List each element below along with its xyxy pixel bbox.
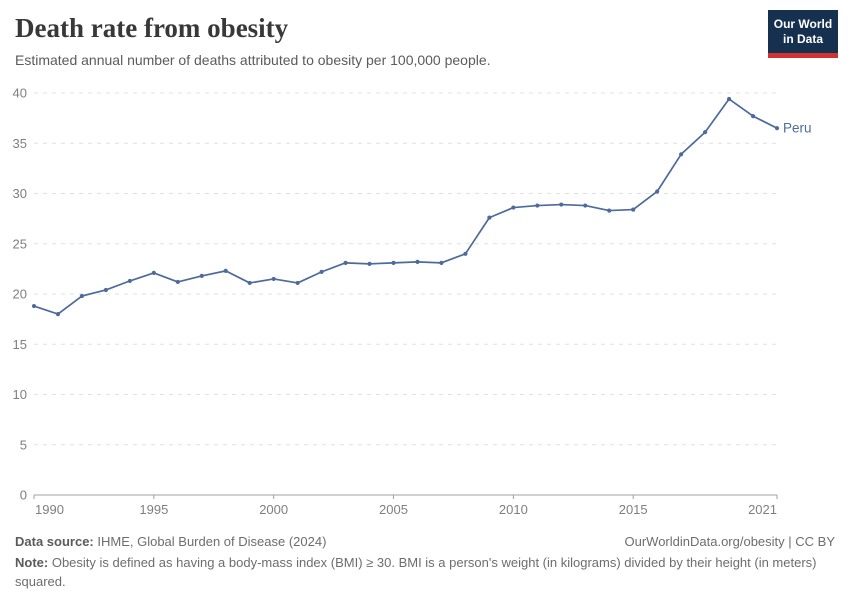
data-point-marker <box>535 203 540 208</box>
y-tick-label: 5 <box>20 437 27 452</box>
chart-title: Death rate from obesity <box>15 13 289 43</box>
data-point-marker <box>55 312 61 317</box>
data-point-marker <box>607 208 612 213</box>
data-point-marker <box>127 278 132 284</box>
y-tick-label: 15 <box>13 337 27 352</box>
data-point-marker <box>655 189 660 194</box>
data-point-marker <box>726 96 732 102</box>
y-tick-label: 25 <box>13 236 27 251</box>
series-end-label: Peru <box>783 121 812 136</box>
owid-logo[interactable]: Our World in Data <box>768 10 838 58</box>
note-label: Note: <box>15 554 49 570</box>
owid-logo-line2: in Data <box>782 32 823 46</box>
data-point-marker <box>511 205 516 210</box>
data-point-marker <box>103 287 109 293</box>
y-tick-label: 10 <box>13 387 27 402</box>
data-point-marker <box>439 260 444 265</box>
data-point-marker <box>631 207 636 212</box>
y-tick-label: 0 <box>20 488 27 503</box>
data-point-marker <box>750 114 756 119</box>
data-point-marker <box>774 126 780 131</box>
y-tick-label: 40 <box>13 86 27 101</box>
data-point-marker <box>463 251 468 256</box>
x-tick-label: 2015 <box>619 502 648 517</box>
data-point-marker <box>415 259 420 264</box>
y-tick-label: 35 <box>13 136 27 151</box>
x-tick-label: 2000 <box>259 502 288 517</box>
note-text: Obesity is defined as having a body-mass… <box>15 554 817 589</box>
data-point-marker <box>199 273 204 279</box>
data-point-marker <box>343 260 348 265</box>
chart-note: Note: Obesity is defined as having a bod… <box>15 554 835 592</box>
x-tick-label: 2010 <box>499 502 528 517</box>
data-point-marker <box>679 152 684 157</box>
data-point-marker <box>271 276 276 282</box>
data-source-label: Data source: <box>15 534 94 549</box>
data-point-marker <box>247 280 252 286</box>
series-line <box>33 98 778 315</box>
data-point-marker <box>79 293 85 299</box>
data-point-marker <box>31 303 37 309</box>
chart-footer: Data source: IHME, Global Burden of Dise… <box>15 533 835 592</box>
x-tick-label: 2005 <box>379 502 408 517</box>
license-link[interactable]: OurWorldinData.org/obesity | CC BY <box>624 534 836 549</box>
owid-logo-line1: Our World <box>773 17 833 31</box>
y-tick-label: 20 <box>13 287 27 302</box>
data-point-marker <box>223 268 228 273</box>
data-point-marker <box>367 261 372 266</box>
data-point-marker <box>559 202 564 207</box>
data-point-marker <box>487 215 492 220</box>
data-point-marker <box>175 279 180 285</box>
data-source: Data source: IHME, Global Burden of Dise… <box>15 533 326 552</box>
data-point-marker <box>702 130 708 135</box>
x-tick-label: 1990 <box>35 502 64 517</box>
data-point-marker <box>151 270 156 275</box>
data-point-marker <box>319 269 324 274</box>
y-tick-label: 30 <box>13 186 27 201</box>
chart-subtitle: Estimated annual number of deaths attrib… <box>15 52 491 69</box>
data-point-marker <box>583 203 588 208</box>
data-source-text: IHME, Global Burden of Disease (2024) <box>93 534 327 549</box>
source-row: Data source: IHME, Global Burden of Dise… <box>15 533 835 552</box>
data-point-marker <box>295 280 300 286</box>
data-point-marker <box>391 260 396 265</box>
chart-header: Death rate from obesity Estimated annual… <box>15 12 755 70</box>
x-tick-label: 2021 <box>748 502 777 517</box>
x-tick-label: 1995 <box>139 502 168 517</box>
